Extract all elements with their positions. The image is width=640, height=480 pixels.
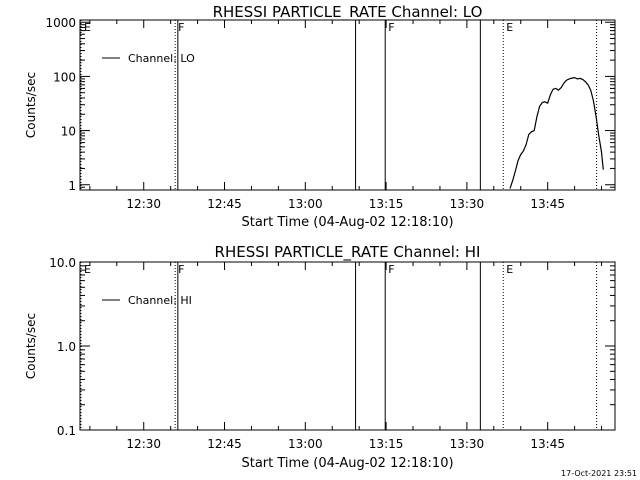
generated-timestamp: 17-Oct-2021 23:51 xyxy=(561,469,637,478)
x-tick-label: 13:00 xyxy=(288,197,323,211)
legend-label: Channel: HI xyxy=(128,294,192,307)
y-tick-label: 1.0 xyxy=(57,340,76,354)
x-axis-label: Start Time (04-Aug-02 12:18:10) xyxy=(241,456,453,471)
event-marker-label: F xyxy=(178,263,184,276)
event-marker-label: F xyxy=(388,21,394,34)
event-marker-label: E xyxy=(506,21,513,34)
chart-panel-lo: RHESSI PARTICLE_RATE Channel: LO 12:30 12:… xyxy=(24,3,616,230)
series-line xyxy=(509,76,604,189)
x-tick-label: 13:45 xyxy=(530,437,565,451)
y-tick-label: 1 xyxy=(68,179,76,193)
legend-label: Channel: LO xyxy=(128,52,195,65)
chart-panel-hi: RHESSI PARTICLE_RATE Channel: HI 12:30 12:… xyxy=(24,243,616,471)
chart-title: RHESSI PARTICLE_RATE Channel: HI xyxy=(215,243,481,262)
plot-frame xyxy=(79,19,616,191)
x-tick-label: 13:30 xyxy=(450,437,485,451)
y-axis-label: Counts/sec xyxy=(24,72,38,138)
x-tick-label: 12:30 xyxy=(126,197,161,211)
x-tick-label: 13:45 xyxy=(530,197,565,211)
x-tick-label: 13:15 xyxy=(369,197,404,211)
event-marker-label: F xyxy=(388,263,394,276)
event-marker-label: F xyxy=(178,21,184,34)
y-axis-label: Counts/sec xyxy=(24,313,38,379)
y-tick-label: 100 xyxy=(53,70,76,84)
plot-frame xyxy=(79,261,616,431)
x-axis-label: Start Time (04-Aug-02 12:18:10) xyxy=(241,215,453,230)
x-tick-label: 12:30 xyxy=(126,437,161,451)
chart-title: RHESSI PARTICLE_RATE Channel: LO xyxy=(213,3,483,22)
y-tick-label: 10 xyxy=(61,125,76,139)
event-marker-label: E xyxy=(84,263,91,276)
x-tick-label: 13:30 xyxy=(450,197,485,211)
y-tick-label: 0.1 xyxy=(57,424,76,438)
x-tick-label: 13:00 xyxy=(288,437,323,451)
x-tick-label: 13:15 xyxy=(369,437,404,451)
y-tick-label: 10.0 xyxy=(49,256,76,270)
x-tick-label: 12:45 xyxy=(207,197,242,211)
event-marker-label: E xyxy=(506,263,513,276)
event-marker-label: E xyxy=(84,21,91,34)
y-tick-label: 1000 xyxy=(45,16,76,30)
x-tick-label: 12:45 xyxy=(207,437,242,451)
